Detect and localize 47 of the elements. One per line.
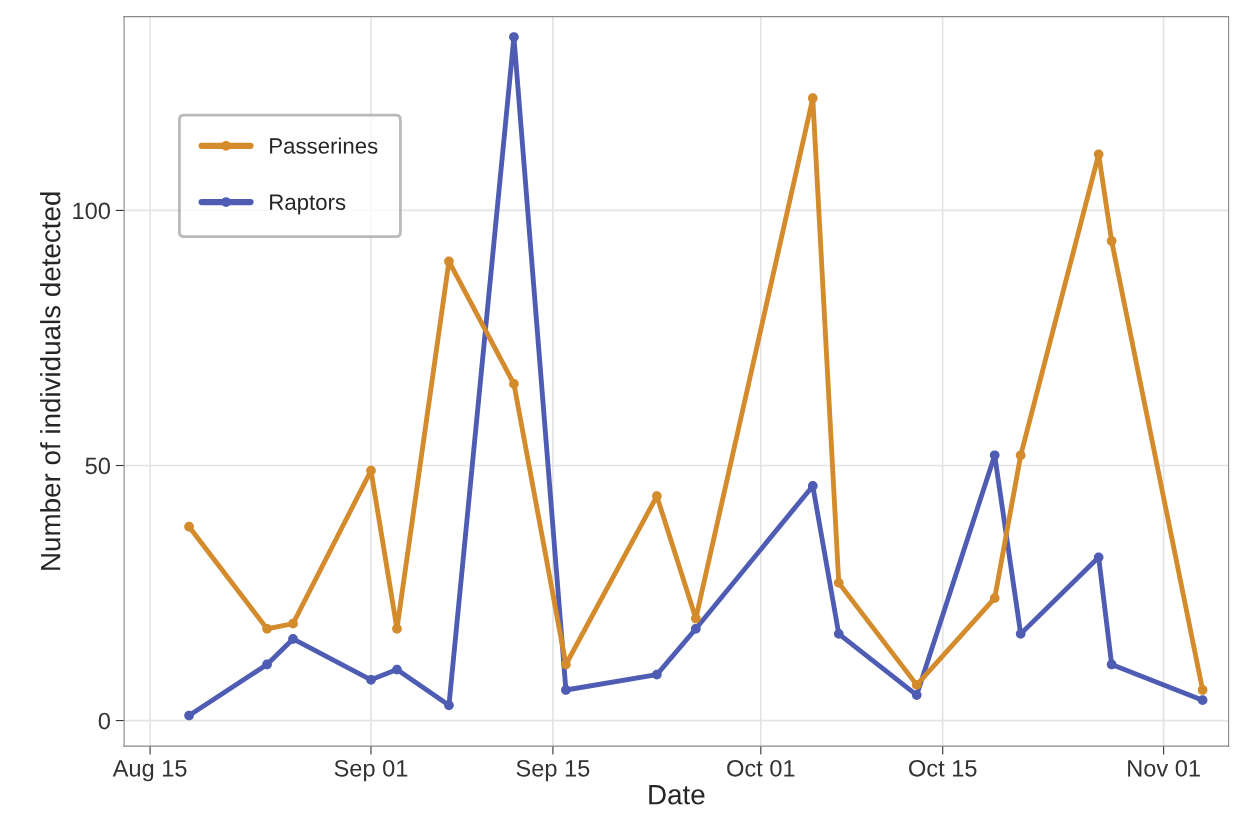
x-tick-label: Sep 01 xyxy=(334,759,408,782)
y-tick-label: 50 xyxy=(85,457,110,475)
point xyxy=(1015,450,1026,461)
point xyxy=(911,690,922,700)
point xyxy=(184,521,194,532)
x-tick-label: Aug 15 xyxy=(112,760,187,782)
legend-label: Raptors xyxy=(270,194,346,215)
point xyxy=(288,634,298,644)
x-tick-label: Oct 15 xyxy=(909,759,977,777)
point xyxy=(989,593,1000,604)
point xyxy=(561,685,571,695)
point xyxy=(989,450,1000,461)
y-axis-title: Number of individuals detected xyxy=(40,192,61,570)
legend-label: Passerines xyxy=(270,137,378,154)
y-tick-label: 0 xyxy=(98,712,110,730)
point xyxy=(1197,685,1208,695)
point xyxy=(1093,552,1104,563)
point xyxy=(807,93,818,104)
point xyxy=(444,256,454,267)
point xyxy=(509,32,519,42)
point xyxy=(184,710,194,721)
x-axis-title: Date xyxy=(649,785,705,805)
point xyxy=(262,659,272,670)
point xyxy=(392,664,402,675)
point xyxy=(288,618,298,629)
point xyxy=(262,623,272,634)
point xyxy=(651,669,662,680)
point xyxy=(1106,236,1117,246)
point xyxy=(911,680,922,690)
point xyxy=(833,629,844,639)
point xyxy=(1015,629,1026,639)
point xyxy=(561,659,571,670)
point xyxy=(651,491,662,501)
x-tick-label: Oct 01 xyxy=(727,759,795,777)
point xyxy=(444,700,454,711)
point xyxy=(366,465,376,476)
point xyxy=(1093,149,1104,160)
x-tick-label: Sep 15 xyxy=(516,759,590,782)
x-tick-label: Nov 01 xyxy=(1128,759,1200,777)
point xyxy=(690,623,701,634)
y-tick-label: 100 xyxy=(73,202,110,220)
point xyxy=(366,674,376,685)
point xyxy=(807,481,818,491)
point xyxy=(509,379,519,389)
point xyxy=(1197,695,1208,706)
point xyxy=(833,577,844,588)
point xyxy=(1106,659,1117,670)
